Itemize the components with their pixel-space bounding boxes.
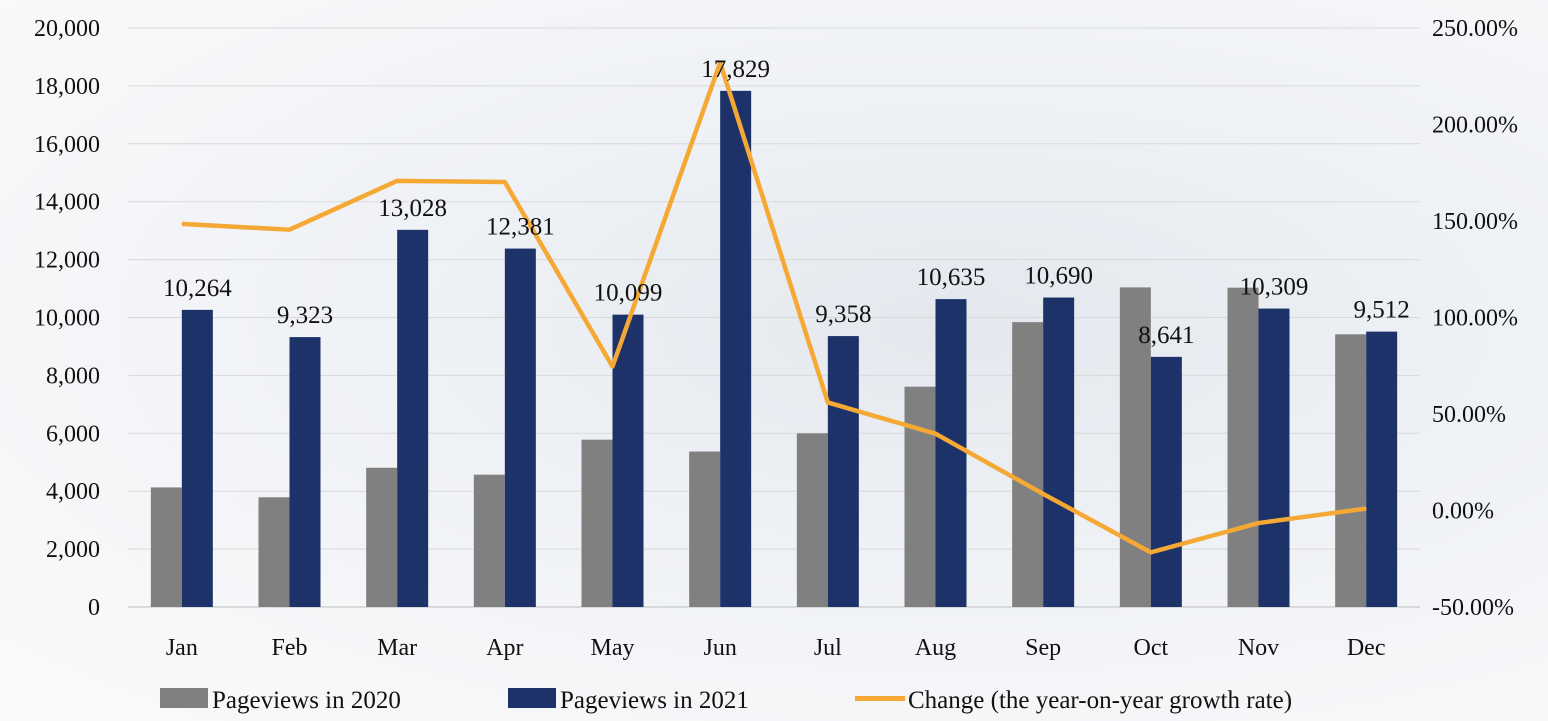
growth-line bbox=[181, 60, 1367, 555]
data-label-2021-jul: 9,358 bbox=[815, 301, 871, 328]
y-right-tick-50-00: 50.00% bbox=[1432, 402, 1506, 428]
y-left-tick-2-000: 2,000 bbox=[46, 537, 100, 563]
growth-point-feb bbox=[289, 229, 290, 231]
x-tick-jan: Jan bbox=[166, 635, 198, 661]
bar-2021-aug bbox=[935, 299, 967, 607]
right-axis-ticks: -50.00% 0.00% 50.00% 100.00% 150.00% 200.00% 2… bbox=[1432, 16, 1518, 621]
legend-swatch-change bbox=[855, 696, 905, 701]
left-axis-ticks: 0 2,000 4,000 6,000 8,000 10,000 12,000 14,000 1… bbox=[34, 16, 100, 621]
y-left-tick-8-000: 8,000 bbox=[46, 363, 100, 389]
gridlines bbox=[128, 27, 1420, 608]
bar-2021-mar bbox=[397, 229, 429, 607]
y-left-tick-18-000: 18,000 bbox=[34, 74, 100, 100]
growth-point-jul bbox=[827, 401, 829, 403]
y-left-tick-12-000: 12,000 bbox=[34, 248, 100, 274]
bar-2020-sep bbox=[1012, 322, 1044, 607]
growth-point-dec bbox=[1365, 508, 1367, 510]
y-left-tick-16-000: 16,000 bbox=[34, 132, 100, 158]
growth-point-sep bbox=[1042, 493, 1044, 495]
bar-2021-oct bbox=[1150, 356, 1182, 607]
legend-label-2020: Pageviews in 2020 bbox=[212, 687, 401, 714]
bar-2020-apr bbox=[473, 474, 505, 607]
bar-2020-jul bbox=[796, 433, 828, 607]
legend-label-change: Change (the year-on-year growth rate) bbox=[908, 687, 1292, 714]
y-left-tick-0: 0 bbox=[88, 595, 100, 621]
growth-point-aug bbox=[935, 433, 936, 435]
growth-point-nov bbox=[1258, 522, 1259, 524]
growth-point-jun bbox=[719, 62, 721, 64]
y-left-tick-14-000: 14,000 bbox=[34, 190, 100, 216]
data-label-2021-jan: 10,264 bbox=[163, 275, 232, 302]
x-tick-nov: Nov bbox=[1238, 635, 1279, 661]
x-tick-may: May bbox=[591, 635, 635, 661]
data-label-2021-sep: 10,690 bbox=[1024, 263, 1093, 290]
bar-2021-feb bbox=[289, 337, 321, 607]
y-left-tick-10-000: 10,000 bbox=[34, 306, 100, 332]
y-left-tick-20-000: 20,000 bbox=[34, 16, 100, 42]
x-axis-ticks: Jan Feb Mar Apr May Jun Jul Aug Sep Oct Nov Dec bbox=[166, 635, 1386, 661]
bar-2020-nov bbox=[1227, 287, 1259, 607]
bar-2021-jul bbox=[827, 336, 859, 607]
growth-point-jan bbox=[181, 223, 183, 225]
bar-2021-sep bbox=[1043, 297, 1075, 607]
data-label-2021-nov: 10,309 bbox=[1240, 274, 1309, 301]
data-label-2021-apr: 12,381 bbox=[486, 214, 555, 241]
y-left-tick-6-000: 6,000 bbox=[46, 421, 100, 447]
bar-2020-oct bbox=[1119, 287, 1151, 607]
x-tick-jun: Jun bbox=[703, 635, 736, 661]
data-label-2021-dec: 9,512 bbox=[1354, 297, 1410, 324]
y-right-tick-0-00: 0.00% bbox=[1432, 499, 1494, 525]
data-label-2021-oct: 8,641 bbox=[1138, 322, 1194, 349]
bars bbox=[150, 90, 1398, 607]
x-tick-sep: Sep bbox=[1025, 635, 1061, 661]
legend-swatch-2021 bbox=[508, 688, 556, 708]
data-label-2021-jun: 17,829 bbox=[701, 56, 770, 83]
x-tick-aug: Aug bbox=[915, 635, 956, 661]
bar-2020-jun bbox=[689, 451, 721, 607]
growth-point-oct bbox=[1150, 551, 1152, 553]
data-labels: 10,264 9,323 13,028 12,381 10,099 17,829 9,358… bbox=[163, 56, 1410, 349]
x-tick-oct: Oct bbox=[1134, 635, 1169, 661]
legend-swatch-2020 bbox=[160, 688, 208, 708]
data-label-2021-mar: 13,028 bbox=[378, 195, 447, 222]
y-right-tick-250-00: 250.00% bbox=[1432, 16, 1518, 42]
legend: Pageviews in 2020 Pageviews in 2021 Chan… bbox=[160, 687, 1292, 714]
x-tick-feb: Feb bbox=[272, 635, 308, 661]
bar-2020-dec bbox=[1335, 334, 1367, 607]
y-right-tick-150-00: 150.00% bbox=[1432, 209, 1518, 235]
x-tick-jul: Jul bbox=[814, 635, 842, 661]
y-right-tick-50-00: -50.00% bbox=[1432, 595, 1514, 621]
bar-2020-feb bbox=[258, 497, 290, 607]
data-label-2021-feb: 9,323 bbox=[277, 302, 333, 329]
bar-2020-aug bbox=[904, 386, 936, 607]
y-right-tick-200-00: 200.00% bbox=[1432, 113, 1518, 139]
data-label-2021-may: 10,099 bbox=[594, 280, 663, 307]
bar-2021-nov bbox=[1258, 308, 1290, 607]
bar-2021-jun bbox=[720, 90, 752, 607]
x-tick-dec: Dec bbox=[1347, 635, 1386, 661]
bar-2021-may bbox=[612, 314, 644, 607]
x-tick-mar: Mar bbox=[377, 635, 417, 661]
x-tick-apr: Apr bbox=[486, 635, 523, 661]
legend-label-2021: Pageviews in 2021 bbox=[560, 687, 749, 714]
growth-line-path bbox=[181, 60, 1367, 555]
y-left-tick-4-000: 4,000 bbox=[46, 479, 100, 505]
data-label-2021-aug: 10,635 bbox=[917, 264, 986, 291]
bar-2021-apr bbox=[504, 248, 536, 607]
bar-2020-may bbox=[581, 439, 613, 607]
bar-2021-jan bbox=[181, 309, 213, 607]
bar-2020-mar bbox=[366, 467, 398, 607]
growth-point-may bbox=[612, 366, 613, 368]
growth-point-apr bbox=[504, 181, 506, 183]
growth-point-mar bbox=[396, 180, 398, 182]
y-right-tick-100-00: 100.00% bbox=[1432, 306, 1518, 332]
bar-2020-jan bbox=[150, 487, 182, 607]
bar-2021-dec bbox=[1366, 331, 1398, 607]
